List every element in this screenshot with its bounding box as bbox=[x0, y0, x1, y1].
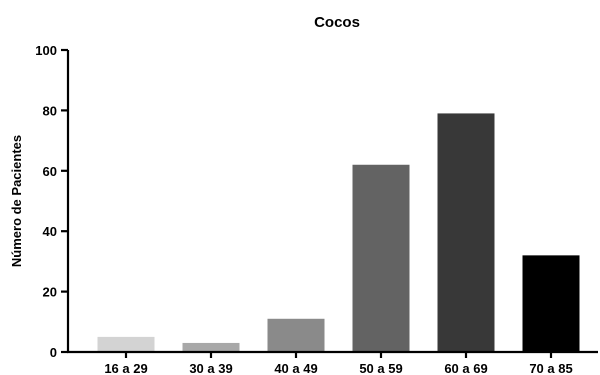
y-tick-label-40: 40 bbox=[43, 224, 57, 239]
y-tick-label-100: 100 bbox=[35, 43, 57, 58]
y-tick-label-60: 60 bbox=[43, 164, 57, 179]
bar-16-a-29 bbox=[97, 336, 155, 352]
bar-50-a-59 bbox=[352, 164, 410, 352]
plot-area: 0 20 40 60 80 100 16 a 29 30 a 39 40 a 49 50 a 59… bbox=[35, 43, 598, 375]
bar-40-a-49 bbox=[267, 318, 325, 352]
x-tick-label-60-a-69: 60 a 69 bbox=[444, 361, 487, 375]
bar-30-a-39 bbox=[182, 342, 240, 352]
x-tick-label-50-a-59: 50 a 59 bbox=[359, 361, 402, 375]
x-tick-label-16-a-29: 16 a 29 bbox=[104, 361, 147, 375]
chart-title: Cocos bbox=[314, 14, 360, 31]
bar-60-a-69 bbox=[437, 113, 495, 352]
bar-70-a-85 bbox=[522, 255, 580, 352]
x-tick-label-40-a-49: 40 a 49 bbox=[274, 361, 317, 375]
x-tick-label-30-a-39: 30 a 39 bbox=[189, 361, 232, 375]
y-axis-label: Número de Pacientes bbox=[9, 135, 24, 267]
y-tick-label-80: 80 bbox=[43, 103, 57, 118]
x-tick-label-70-a-85: 70 a 85 bbox=[529, 361, 572, 375]
y-tick-label-20: 20 bbox=[43, 285, 57, 300]
y-tick-label-0: 0 bbox=[50, 345, 57, 360]
